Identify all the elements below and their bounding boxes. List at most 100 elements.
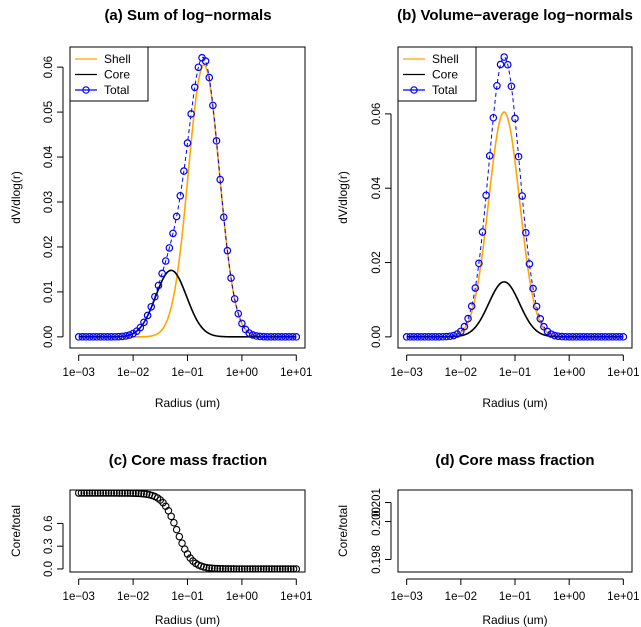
data-point — [436, 585, 442, 591]
series-total-point — [442, 332, 451, 341]
data-point — [77, 490, 86, 497]
data-point — [433, 585, 439, 591]
series-total-point — [118, 332, 127, 341]
series-total-point — [536, 315, 545, 323]
y-tick-label: 0.02 — [371, 251, 383, 273]
series-total-point — [482, 191, 490, 200]
data-point — [91, 490, 99, 497]
series-total-point — [420, 333, 429, 341]
series-total-point — [161, 257, 170, 265]
series-total-point — [594, 333, 602, 341]
y-tick-label: 0.200 — [371, 507, 383, 536]
series-total-point — [165, 244, 174, 252]
x-tick-label: 1e+00 — [553, 367, 585, 379]
series-total-point — [285, 333, 293, 341]
x-tick-label: 1e+00 — [226, 591, 258, 603]
series-total-point — [248, 331, 257, 339]
series-total-point — [172, 212, 181, 221]
data-point — [251, 565, 260, 572]
series-total-point — [572, 333, 581, 341]
series-total-point — [158, 269, 166, 278]
series-total-point — [471, 284, 480, 292]
plot-frame — [69, 46, 306, 349]
series-total-point — [529, 284, 537, 293]
data-point — [121, 490, 129, 497]
y-axis: 0.00 0.01 0.02 0.03 0.04 0.05 0.06 dV/dlog(r) — [9, 56, 64, 348]
series-total-point — [464, 314, 472, 323]
series-total-point — [576, 333, 584, 341]
plot-frame — [397, 489, 633, 573]
data-point — [224, 565, 233, 572]
series-total-point — [216, 175, 224, 184]
series-total-point — [489, 113, 498, 122]
chart-panel-a: (a) Sum of log−normals 1e−03 1e−02 1e−01 1e+… — [9, 7, 312, 410]
data-point — [268, 565, 276, 572]
series-total-point — [507, 82, 516, 91]
series-total-point — [417, 333, 425, 341]
series-total-point — [587, 333, 595, 341]
series-total-point — [209, 101, 217, 110]
series-total-point — [85, 333, 94, 341]
series-total-point — [259, 332, 268, 341]
data-point — [134, 490, 143, 498]
x-axis-label: Radius (um) — [482, 613, 547, 627]
x-tick-label: 1e−03 — [63, 591, 95, 603]
series-total-point — [493, 81, 501, 90]
data-point — [172, 525, 181, 534]
series-shell-line — [78, 64, 297, 338]
series-total-point — [550, 331, 559, 340]
chart-title: (b) Volume−average log−normals — [397, 7, 633, 24]
data-point — [96, 490, 105, 497]
series-shell-line — [406, 111, 624, 338]
data-point — [490, 585, 496, 591]
data-point — [240, 565, 249, 572]
series-total-point — [565, 333, 573, 341]
data-point — [531, 585, 537, 591]
y-tick-label: 0.03 — [43, 191, 55, 213]
series-total-point — [435, 333, 443, 341]
data-point — [536, 585, 542, 591]
chart-title: (d) Core mass fraction — [435, 452, 594, 469]
series-total-point — [540, 322, 548, 331]
y-axis-label: Core/total — [336, 505, 350, 557]
series-total-point — [114, 332, 123, 341]
legend-marker — [82, 86, 90, 94]
data-point — [265, 565, 273, 572]
series-total-point — [103, 333, 112, 341]
series-total-point — [424, 333, 433, 341]
series-total-point — [431, 333, 440, 341]
series-total-point — [406, 333, 415, 341]
series-total-point — [227, 274, 235, 282]
data-point — [289, 565, 298, 572]
series-total-point — [176, 191, 185, 200]
series-total-point — [460, 322, 469, 331]
data-point — [542, 585, 548, 591]
data-point — [132, 490, 140, 498]
series-total-point — [532, 302, 541, 311]
data-point — [200, 563, 208, 571]
data-point — [123, 490, 132, 497]
series-total-point — [180, 167, 188, 175]
series-total-point — [522, 228, 530, 237]
data-point — [99, 490, 107, 497]
data-point — [485, 585, 491, 591]
series-total-point — [107, 333, 116, 341]
x-axis-label: Radius (um) — [155, 396, 220, 410]
data-point — [208, 564, 216, 572]
series-total-point — [410, 333, 418, 341]
series-total-point — [590, 333, 599, 341]
data-point — [254, 565, 262, 572]
data-point — [110, 490, 118, 497]
series-core-line — [406, 281, 624, 338]
series-total-point — [288, 333, 297, 341]
series-total-point — [547, 330, 555, 338]
series-total-point — [238, 319, 246, 328]
legend-label: Shell — [432, 52, 459, 66]
y-axis: 0.00 0.02 0.04 0.06 dV/dlog(r) — [336, 103, 392, 348]
data-point — [167, 512, 175, 521]
series-total-point — [154, 281, 163, 290]
y-tick-label: 0.0 — [43, 561, 55, 577]
series-total-point — [514, 152, 523, 161]
